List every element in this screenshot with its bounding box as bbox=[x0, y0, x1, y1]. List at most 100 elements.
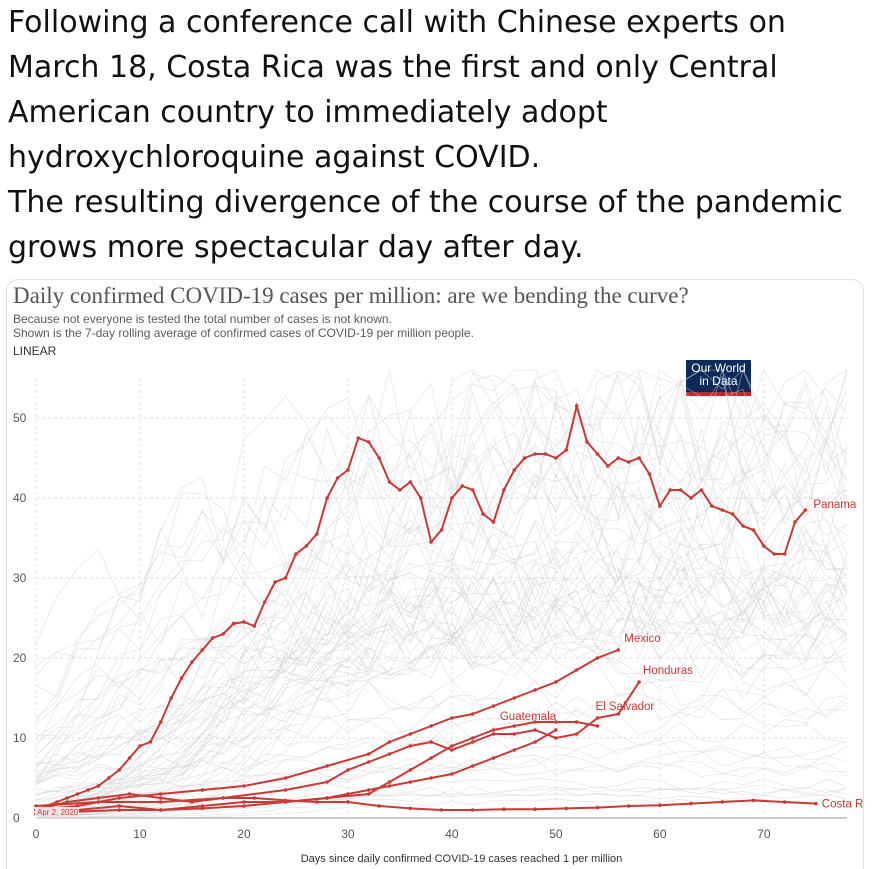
series-label: El Salvador bbox=[595, 701, 654, 713]
data-point bbox=[470, 764, 475, 768]
chart-subtitle-line-1: Because not everyone is tested the total… bbox=[13, 312, 392, 326]
data-point bbox=[75, 792, 80, 796]
data-point bbox=[470, 712, 475, 716]
data-point bbox=[325, 796, 329, 800]
data-point bbox=[658, 504, 662, 508]
background-country-line bbox=[35, 414, 848, 817]
data-point bbox=[366, 752, 371, 756]
data-point bbox=[283, 798, 288, 803]
data-point bbox=[554, 680, 558, 684]
x-tick-label: 10 bbox=[133, 827, 147, 841]
data-point bbox=[512, 732, 517, 736]
series-line-panama bbox=[35, 402, 807, 811]
data-point bbox=[689, 801, 693, 806]
data-point bbox=[366, 788, 371, 792]
data-point bbox=[117, 804, 121, 808]
data-point bbox=[366, 760, 371, 764]
data-point bbox=[377, 456, 381, 460]
data-point bbox=[502, 807, 506, 811]
background-country-line bbox=[35, 604, 848, 797]
series-label: Mexico bbox=[624, 633, 660, 645]
data-point bbox=[616, 456, 621, 460]
data-point bbox=[554, 728, 558, 732]
chart-image-card[interactable]: Daily confirmed COVID-19 cases per milli… bbox=[6, 279, 864, 869]
data-point bbox=[491, 520, 496, 524]
data-point bbox=[730, 512, 735, 516]
background-country-line bbox=[35, 369, 848, 809]
data-point bbox=[96, 784, 101, 788]
data-point bbox=[283, 576, 288, 580]
data-point bbox=[564, 448, 569, 452]
background-country-line bbox=[35, 793, 848, 817]
data-point bbox=[450, 744, 454, 748]
x-tick-label: 50 bbox=[549, 827, 563, 841]
background-country-line bbox=[35, 737, 848, 786]
background-country-line bbox=[35, 784, 848, 818]
data-point bbox=[242, 784, 246, 788]
background-country-line bbox=[35, 757, 848, 812]
data-point bbox=[491, 728, 496, 732]
data-point bbox=[626, 460, 631, 464]
background-country-line bbox=[35, 469, 848, 721]
data-point bbox=[96, 796, 101, 800]
background-country-line bbox=[35, 565, 848, 815]
data-point bbox=[439, 808, 444, 812]
background-country-line bbox=[35, 787, 848, 819]
data-point bbox=[356, 436, 361, 440]
data-point bbox=[533, 688, 537, 692]
data-point bbox=[283, 776, 288, 780]
data-point bbox=[408, 744, 413, 748]
data-point bbox=[75, 804, 80, 808]
series-label: Honduras bbox=[643, 665, 693, 677]
background-country-line bbox=[35, 683, 848, 796]
data-point bbox=[335, 476, 340, 480]
data-point bbox=[647, 472, 652, 476]
data-point bbox=[678, 488, 683, 492]
tweet-line: The resulting divergence of the course o… bbox=[8, 185, 843, 220]
data-point bbox=[252, 796, 257, 800]
background-country-line bbox=[35, 389, 848, 803]
x-tick-label: 30 bbox=[341, 827, 355, 841]
data-point bbox=[533, 740, 537, 744]
background-country-line bbox=[35, 560, 848, 816]
data-point bbox=[283, 788, 288, 792]
data-point bbox=[595, 805, 600, 810]
data-point bbox=[522, 456, 527, 460]
data-point bbox=[574, 404, 579, 408]
data-point bbox=[366, 792, 371, 796]
data-point bbox=[574, 732, 579, 736]
x-tick-label: 0 bbox=[33, 827, 40, 841]
background-country-line bbox=[35, 541, 848, 818]
background-country-line bbox=[35, 679, 848, 810]
background-country-line bbox=[35, 717, 848, 813]
data-point bbox=[533, 452, 537, 456]
x-tick-label: 20 bbox=[237, 827, 251, 841]
data-point bbox=[616, 712, 621, 716]
background-country-line bbox=[35, 423, 848, 769]
background-country-line bbox=[35, 581, 848, 751]
data-point bbox=[658, 803, 662, 807]
background-country-line bbox=[35, 751, 848, 807]
data-point bbox=[252, 624, 257, 628]
data-point bbox=[387, 780, 392, 784]
data-point bbox=[637, 456, 641, 460]
tweet-line: hydroxychloroquine against COVID. bbox=[8, 140, 541, 175]
data-point bbox=[554, 736, 558, 740]
data-point bbox=[699, 488, 704, 492]
data-point bbox=[429, 540, 433, 544]
data-point bbox=[148, 740, 153, 744]
data-point bbox=[637, 680, 641, 684]
data-point bbox=[262, 600, 267, 604]
data-point bbox=[595, 716, 600, 720]
data-point bbox=[387, 752, 392, 756]
data-point bbox=[585, 440, 589, 444]
data-point bbox=[429, 724, 433, 728]
background-country-line bbox=[35, 579, 848, 774]
data-point bbox=[314, 800, 319, 804]
data-point bbox=[751, 798, 756, 803]
data-point bbox=[450, 496, 454, 500]
data-point bbox=[106, 776, 111, 780]
data-point bbox=[512, 724, 517, 728]
data-point bbox=[408, 732, 413, 736]
data-point bbox=[626, 804, 631, 808]
